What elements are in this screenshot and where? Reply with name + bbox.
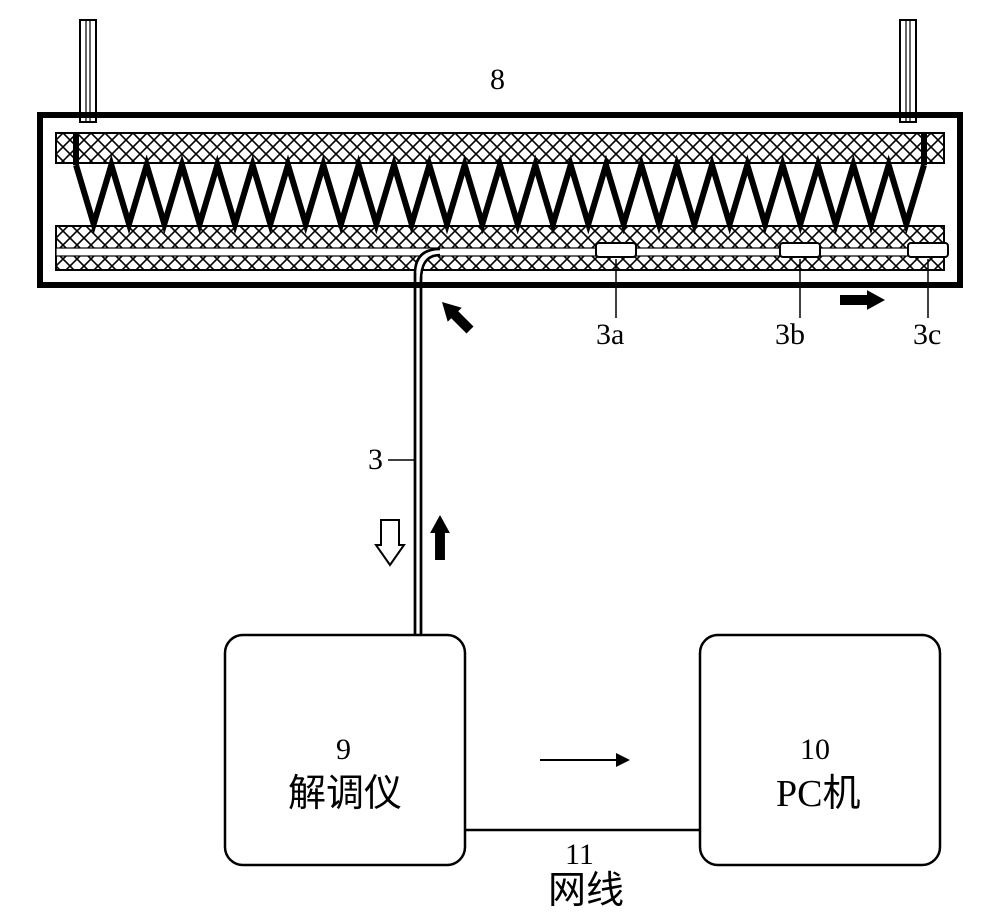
- diagram-canvas: 8 3a 3b 3c 3 9 解调仪 10 PC机 11 网线: [0, 0, 1000, 912]
- fbg-sensor: [780, 243, 820, 257]
- cable-text-label: 网线: [548, 872, 624, 910]
- demod-number-label: 9: [336, 735, 351, 765]
- demod-text-label: 解调仪: [288, 775, 402, 813]
- sensor-a-label: 3a: [596, 320, 624, 350]
- sensor-c-label: 3c: [913, 320, 941, 350]
- pc-text-label: PC机: [776, 775, 860, 813]
- cable-number-label: 11: [565, 840, 594, 870]
- fbg-sensor: [908, 243, 948, 257]
- fbg-sensor: [596, 243, 636, 257]
- sensor-b-label: 3b: [775, 320, 805, 350]
- heater-number-label: 8: [490, 65, 505, 95]
- fiber-number-label: 3: [368, 445, 383, 475]
- pc-number-label: 10: [800, 735, 830, 765]
- heating-coil: [76, 165, 924, 224]
